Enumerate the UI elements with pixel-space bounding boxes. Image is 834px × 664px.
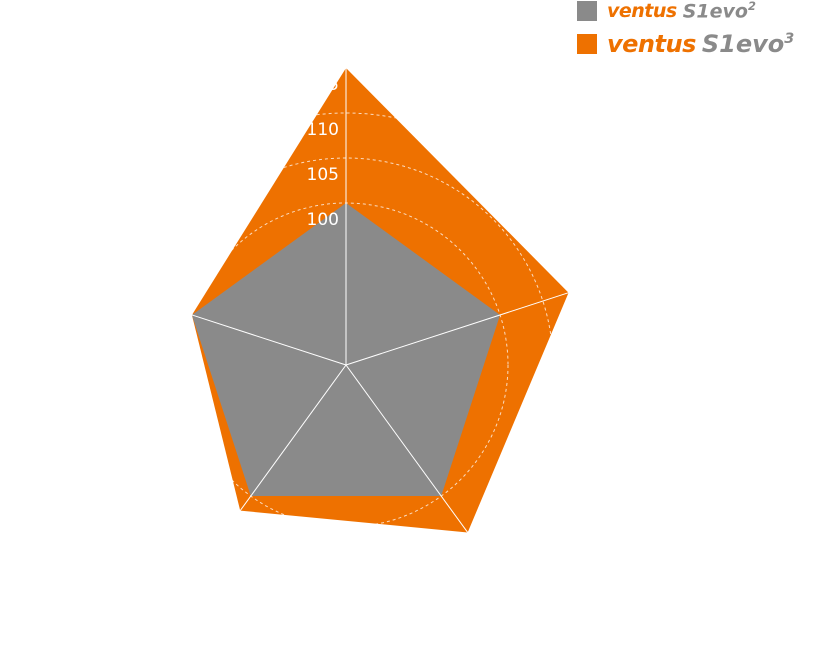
axis-spoke-4 [191,314,347,366]
grid-ring-1 [138,157,554,573]
radial-tick-label: 105 [307,165,339,185]
legend-item-s1evo2[interactable]: ventus S1evo2 [577,0,794,23]
legend-brand: ventus [607,30,696,58]
legend-model: S1evo2 [682,0,756,23]
legend-model: S1evo3 [701,30,795,58]
legend-brand: ventus [607,0,677,22]
axis-spoke-3 [239,364,347,511]
radial-tick-label: 100 [307,210,339,230]
legend-item-s1evo3[interactable]: ventus S1evo3 [577,30,795,58]
radial-tick-label: 115 [307,75,339,95]
legend: ventus S1evo2 ventus S1evo3 [577,0,794,66]
radial-tick-label: 110 [307,120,339,140]
grid-ring-2 [93,112,599,618]
legend-swatch-gray [577,1,597,21]
legend-swatch-orange [577,34,597,54]
axis-spoke-2 [345,364,469,533]
axis-spoke-1 [345,292,569,366]
